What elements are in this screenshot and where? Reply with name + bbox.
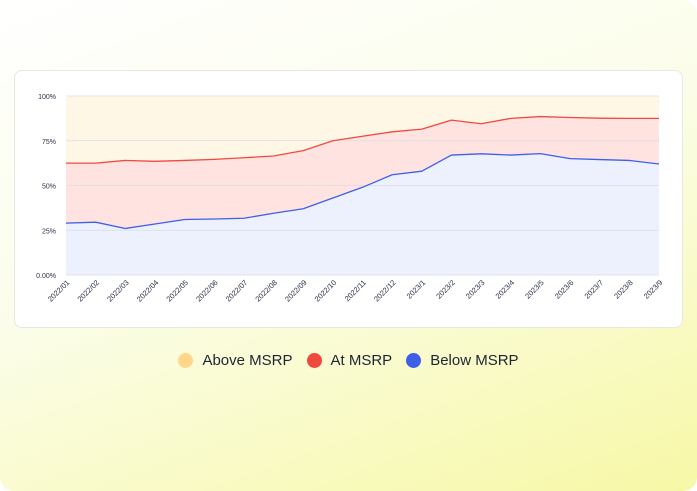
- x-tick-label: 2022/02: [76, 278, 102, 304]
- x-tick-label: 2022/01: [46, 278, 72, 304]
- x-tick-label: 2022/06: [194, 278, 220, 304]
- legend-label: At MSRP: [330, 352, 393, 369]
- x-tick-label: 2023/7: [583, 278, 606, 301]
- line-below-msrp: [65, 152, 660, 230]
- legend-item-at-msrp[interactable]: At MSRP: [306, 352, 393, 369]
- legend-swatch-above-msrp: [178, 353, 194, 368]
- legend-item-below-msrp[interactable]: Below MSRP: [406, 352, 519, 369]
- y-tick-label: 50%: [42, 184, 56, 191]
- legend-label: Below MSRP: [430, 352, 519, 369]
- x-tick-label: 2023/4: [494, 278, 517, 301]
- area-at-msrp: [66, 116, 659, 229]
- y-tick-label: 0.00%: [36, 273, 56, 280]
- x-tick-label: 2022/11: [343, 278, 368, 303]
- x-tick-label: 2023/6: [553, 278, 576, 301]
- legend-swatch-below-msrp: [406, 353, 422, 368]
- legend-item-above-msrp[interactable]: Above MSRP: [178, 352, 293, 369]
- x-tick-label: 2023/1: [405, 278, 428, 301]
- legend-swatch-at-msrp: [306, 353, 322, 368]
- area-below-msrp: [66, 153, 659, 275]
- legend: Above MSRP At MSRP Below MSRP: [0, 352, 697, 369]
- x-tick-label: 2022/12: [372, 278, 398, 304]
- x-tick-label: 2022/07: [224, 278, 250, 304]
- x-tick-label: 2023/2: [434, 278, 457, 301]
- chart-card: 0.00% 25% 50% 75% 100% 2022/01 2022/02 2022/03 2…: [14, 70, 683, 328]
- x-tick-label: 2023/3: [464, 278, 487, 301]
- y-tick-label: 75%: [42, 139, 56, 146]
- y-tick-label: 25%: [42, 228, 56, 235]
- x-tick-label: 2022/03: [105, 278, 131, 304]
- x-tick-label: 2022/10: [313, 278, 339, 304]
- x-tick-label: 2022/09: [283, 278, 309, 304]
- legend-label: Above MSRP: [202, 352, 293, 369]
- x-tick-label: 2023/5: [523, 278, 546, 301]
- y-tick-label: 100%: [38, 94, 56, 101]
- x-tick-label: 2023/8: [612, 278, 635, 301]
- area-above-msrp: [66, 96, 659, 164]
- x-tick-label: 2022/05: [164, 278, 190, 304]
- x-tick-label: 2023/9: [642, 278, 665, 301]
- line-at-msrp: [66, 115, 659, 164]
- x-tick-label: 2022/04: [135, 278, 161, 304]
- stacked-area-chart: 0.00%25%50%75%100%2022/01 2022/02 2022/03 2…: [36, 94, 665, 304]
- x-tick-label: 2022/08: [253, 278, 279, 304]
